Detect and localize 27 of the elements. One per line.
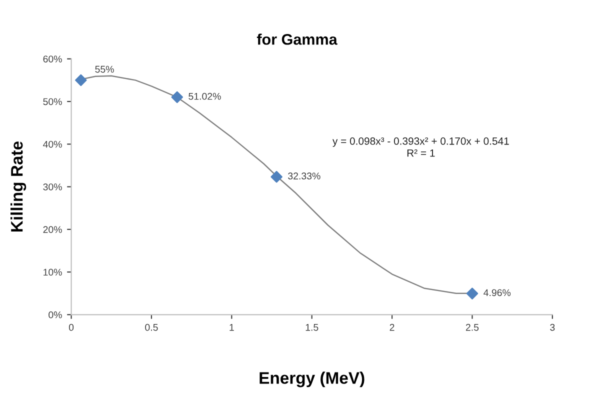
x-tick-label: 0 (68, 324, 74, 331)
data-label: 55% (95, 66, 114, 73)
chart-title: for Gamma (256, 34, 338, 45)
x-tick-label: 2.5 (466, 324, 479, 331)
x-tick-label: 0.5 (145, 324, 158, 331)
y-tick-label: 50% (43, 98, 62, 106)
x-tick-label: 2 (390, 324, 394, 331)
point (270, 170, 282, 183)
x-axis-title: Energy (MeV) (260, 372, 364, 388)
x-tick-label: 3 (550, 324, 555, 331)
y-tick-label: 60% (43, 56, 62, 62)
point (466, 288, 478, 300)
data-label: 51.02% (188, 92, 221, 100)
data-label: 4.96% (484, 289, 511, 296)
y-axis-title: Killing Rate (10, 141, 26, 232)
y-tick-label: 20% (43, 226, 62, 234)
y-tick-label: 30% (43, 183, 62, 190)
point (171, 91, 184, 104)
x-tick-label: 1 (230, 324, 234, 331)
y-tick-label: 0% (48, 311, 62, 318)
annotation: y = 0.098x³ - 0.393x² + 0.170x + 0.541 (332, 137, 509, 147)
y-tick-label: 10% (44, 268, 62, 276)
data-label: 32.33% (288, 172, 320, 180)
y-tick-label: 40% (43, 140, 62, 148)
point (75, 74, 87, 86)
annotation: R² = 1 (407, 149, 435, 157)
x-tick-label: 1.5 (306, 324, 318, 331)
